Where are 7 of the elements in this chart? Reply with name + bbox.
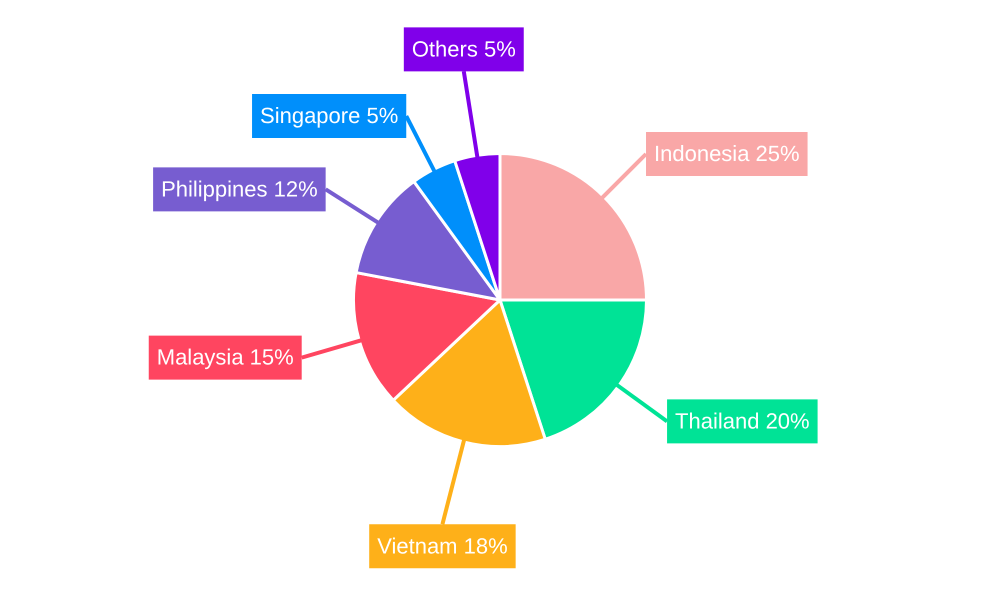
slice-label: Philippines 12%: [161, 176, 318, 202]
slice-label: Singapore 5%: [260, 103, 398, 128]
slice-label: Vietnam 18%: [377, 533, 508, 558]
slice-label: Thailand 20%: [675, 408, 810, 434]
slice-label: Indonesia 25%: [654, 141, 800, 166]
slice-label: Others 5%: [412, 36, 516, 62]
slice-label: Malaysia 15%: [156, 344, 294, 370]
